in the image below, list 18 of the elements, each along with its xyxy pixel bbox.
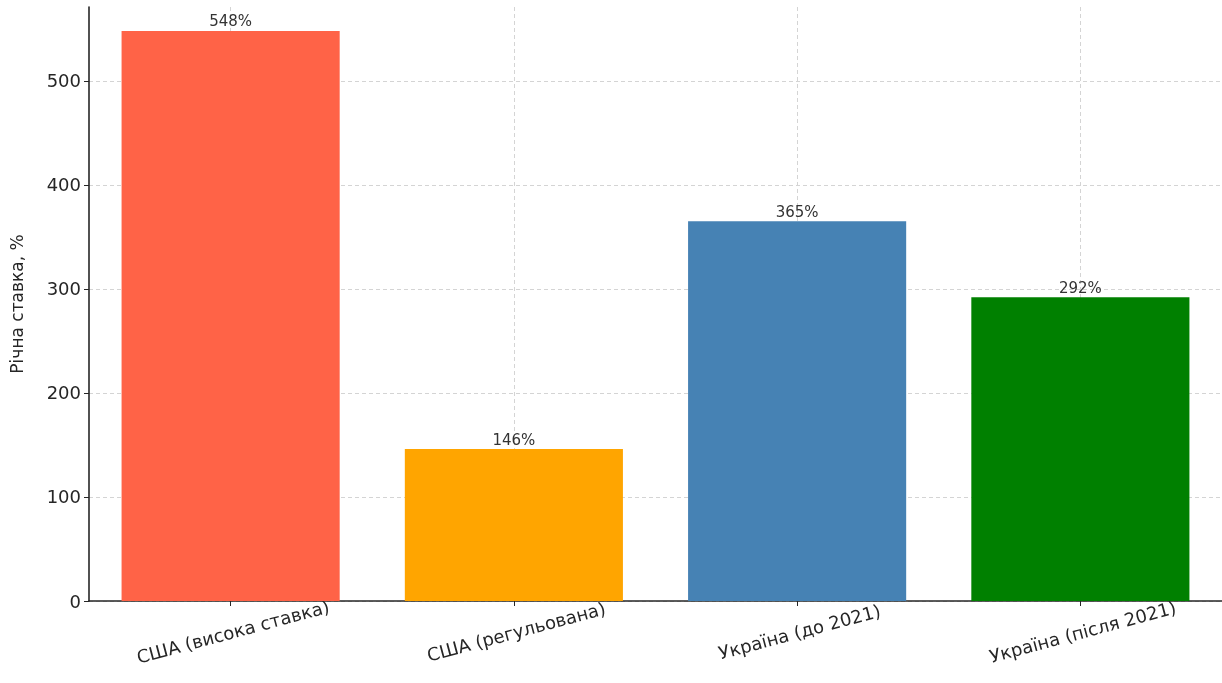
y-tick-label: 400 bbox=[46, 174, 81, 196]
x-tick-label: США (висока ставка) bbox=[134, 595, 332, 668]
y-tick-label: 500 bbox=[46, 70, 81, 92]
bar bbox=[971, 297, 1190, 601]
x-tick-label: Україна (до 2021) bbox=[716, 599, 883, 664]
y-tick-label: 300 bbox=[46, 278, 81, 300]
bar bbox=[404, 449, 623, 601]
y-axis-title: Річна ставка, % bbox=[6, 234, 27, 374]
bar bbox=[121, 30, 340, 601]
x-tick-label: Україна (після 2021) bbox=[987, 596, 1179, 667]
data-label: 365% bbox=[775, 202, 819, 221]
data-label: 548% bbox=[209, 12, 253, 31]
bar bbox=[688, 221, 907, 601]
data-label: 292% bbox=[1058, 278, 1102, 297]
y-tick-label: 200 bbox=[46, 382, 81, 404]
y-tick-label: 0 bbox=[69, 590, 81, 612]
data-label: 146% bbox=[492, 430, 536, 449]
y-tick-label: 100 bbox=[46, 486, 81, 508]
